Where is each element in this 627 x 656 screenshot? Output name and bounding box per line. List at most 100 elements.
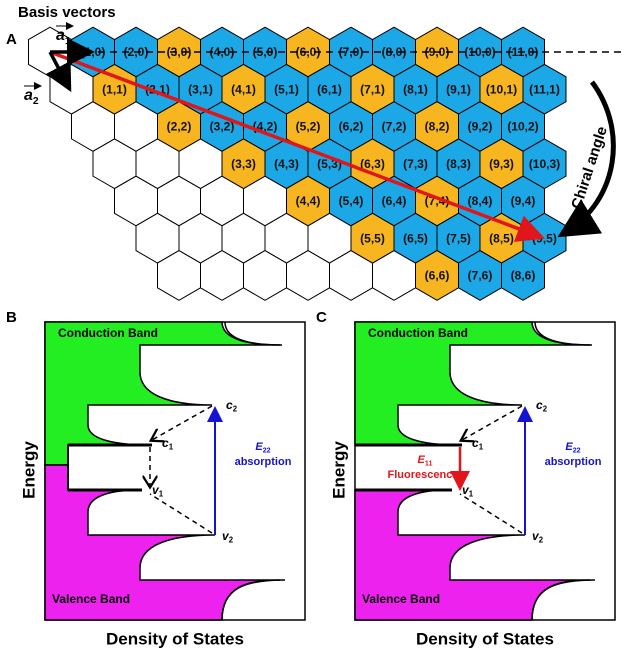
c2-label-sub: 2 bbox=[543, 405, 548, 414]
hexagon-label: (6,2) bbox=[339, 120, 364, 134]
hexagon-label: (7,5) bbox=[446, 231, 471, 245]
basis-title: Basis vectors bbox=[18, 4, 116, 21]
hexagon-label: (5,4) bbox=[339, 194, 364, 208]
hexagon-label: (3,1) bbox=[188, 82, 213, 96]
hexagon-label: (3,0) bbox=[167, 45, 192, 59]
hexagon-label: (6,6) bbox=[425, 269, 450, 283]
hexagon-label: (5,5) bbox=[360, 231, 385, 245]
v2-label-letter: v bbox=[532, 529, 540, 543]
hexagon-label: (9,3) bbox=[489, 157, 514, 171]
relaxation-c2-c1 bbox=[152, 405, 213, 440]
hexagon-label: (9,4) bbox=[511, 194, 536, 208]
hexagon bbox=[501, 250, 545, 301]
v1-label: v1 bbox=[462, 483, 474, 498]
hexagon-label: (4,4) bbox=[296, 194, 321, 208]
hexagon-label: (5,1) bbox=[274, 82, 299, 96]
hexagon-label: (5,0) bbox=[253, 45, 278, 59]
basis-vector-a2 bbox=[45, 51, 72, 93]
e22-label-sub: 22 bbox=[263, 446, 271, 454]
v2-label-sub: 2 bbox=[539, 536, 544, 545]
a2-label-letter: a bbox=[24, 87, 33, 104]
hexagon-label: (4,1) bbox=[231, 82, 256, 96]
chiral-angle-label: Chiral angle bbox=[568, 124, 611, 211]
relaxation-v2-v1 bbox=[459, 493, 523, 534]
e22-caption: absorption bbox=[545, 456, 602, 468]
hexagon-label: (10,3) bbox=[529, 157, 560, 171]
e22-label-letter: E bbox=[565, 441, 573, 453]
valence-label: Valence Band bbox=[52, 592, 130, 606]
conduction-label: Conduction Band bbox=[368, 326, 468, 340]
v1-label-sub: 1 bbox=[159, 490, 164, 499]
c2-label-letter: c bbox=[226, 398, 233, 412]
v1-label-sub: 1 bbox=[469, 490, 474, 499]
a1-label-letter: a bbox=[56, 27, 65, 44]
v2-label-letter: v bbox=[222, 529, 230, 543]
hexagon-label: (9,1) bbox=[446, 82, 471, 96]
e22-label-sub: 22 bbox=[573, 446, 581, 454]
c2-label-letter: c bbox=[536, 398, 543, 412]
dos-curve bbox=[531, 579, 596, 621]
valence-label: Valence Band bbox=[362, 592, 440, 606]
v2-label: v2 bbox=[222, 529, 234, 544]
y-axis-label: Energy bbox=[329, 441, 348, 499]
hexagon-label: (7,4) bbox=[425, 194, 450, 208]
relaxation-c2-c1 bbox=[462, 405, 523, 440]
e11-caption: Fluorescence bbox=[388, 469, 459, 481]
hexagon-label: (7,3) bbox=[403, 157, 428, 171]
hexagon-label: (9,2) bbox=[468, 120, 493, 134]
hexagon-label: (2,1) bbox=[145, 82, 170, 96]
hexagon-label: (1,1) bbox=[102, 82, 127, 96]
e22-caption: absorption bbox=[235, 456, 292, 468]
y-axis-label: Energy bbox=[19, 441, 38, 499]
hexagon-label: (6,3) bbox=[360, 157, 385, 171]
dos-curve bbox=[224, 321, 283, 346]
hexagon-label: (11,1) bbox=[529, 82, 560, 96]
a1-label-sub: 1 bbox=[65, 36, 71, 47]
c1-label-letter: c bbox=[472, 436, 479, 450]
hexagon-label: (3,2) bbox=[210, 120, 235, 134]
panel-label: C bbox=[316, 309, 327, 326]
hexagon-label: (10,0) bbox=[464, 45, 495, 59]
hexagon-label: (7,2) bbox=[382, 120, 407, 134]
panel-a: (1,0) (2,0) (3,0) (4,0) (5,0) (6,0) (7,0) (8,0)… bbox=[6, 4, 622, 301]
c2-label: c2 bbox=[536, 398, 548, 413]
e11-label-letter: E bbox=[418, 454, 426, 466]
hexagon-label: (2,2) bbox=[167, 120, 192, 134]
a1-label: a1 bbox=[56, 27, 71, 46]
v1-label-letter: v bbox=[462, 483, 470, 497]
hexagon-label: (5,2) bbox=[296, 120, 321, 134]
relaxation-v2-v1 bbox=[149, 493, 213, 534]
chiral-angle-arrow bbox=[557, 80, 616, 238]
x-axis-label: Density of States bbox=[416, 629, 554, 648]
dos-curve bbox=[221, 579, 286, 621]
x-axis-label: Density of States bbox=[106, 629, 244, 648]
v1-label-letter: v bbox=[152, 483, 160, 497]
e11-label: E11 bbox=[418, 454, 433, 467]
hexagon-label: (6,5) bbox=[403, 231, 428, 245]
a2-label: a2 bbox=[24, 87, 39, 106]
conduction-label: Conduction Band bbox=[58, 326, 158, 340]
hexagon-label: (8,2) bbox=[425, 120, 450, 134]
hexagon-label: (8,1) bbox=[403, 82, 428, 96]
hexagon-label: (10,2) bbox=[507, 120, 538, 134]
hexagon-label: (8,0) bbox=[382, 45, 407, 59]
hexagon-label: (7,6) bbox=[468, 269, 493, 283]
panel-label: B bbox=[6, 309, 17, 326]
hexagon-label: (4,3) bbox=[274, 157, 299, 171]
hexagon-label: (6,1) bbox=[317, 82, 342, 96]
v2-label: v2 bbox=[532, 529, 544, 544]
e22-label: E22 bbox=[255, 441, 270, 454]
c2-label-sub: 2 bbox=[233, 405, 238, 414]
v1-label: v1 bbox=[152, 483, 164, 498]
hexagon-label: (7,1) bbox=[360, 82, 385, 96]
e22-label: E22 bbox=[565, 441, 580, 454]
hexagon-label: (8,4) bbox=[468, 194, 493, 208]
hexagon-label: (8,3) bbox=[446, 157, 471, 171]
v2-label-sub: 2 bbox=[229, 536, 234, 545]
hexagon-label: (8,6) bbox=[511, 269, 536, 283]
hexagon-label: (10,1) bbox=[486, 82, 517, 96]
hexagon-label: (3,3) bbox=[231, 157, 256, 171]
a2-label-sub: 2 bbox=[33, 96, 39, 107]
